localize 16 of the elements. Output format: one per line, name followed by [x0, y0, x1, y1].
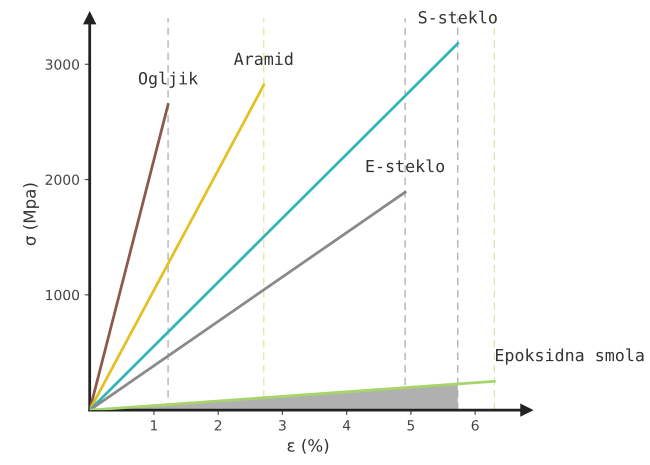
x-axis-title: ε (%)	[288, 438, 328, 454]
series-label: Aramid	[234, 52, 292, 66]
y-tick-label: 1000	[46, 290, 80, 300]
x-tick-label: 3	[279, 420, 286, 431]
series-label: Ogljik	[138, 72, 198, 88]
y-axis-title: σ (Mpa)	[22, 184, 40, 246]
x-tick-label: 4	[342, 420, 350, 430]
series-label: E-steklo	[366, 159, 444, 172]
series-label: S-steklo	[418, 10, 497, 24]
y-tick-label: 3000	[46, 59, 80, 70]
x-tick-label: 1	[151, 420, 158, 430]
series-label: Epoksidna smola	[496, 348, 644, 365]
x-tick-label: 6	[472, 420, 479, 431]
x-tick-label: 2	[214, 420, 222, 430]
x-tick-label: 5	[408, 420, 414, 431]
y-tick-label: 2000	[46, 174, 80, 186]
